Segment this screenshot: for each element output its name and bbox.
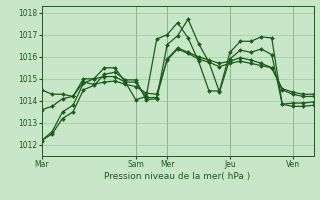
- X-axis label: Pression niveau de la mer( hPa ): Pression niveau de la mer( hPa ): [104, 172, 251, 181]
